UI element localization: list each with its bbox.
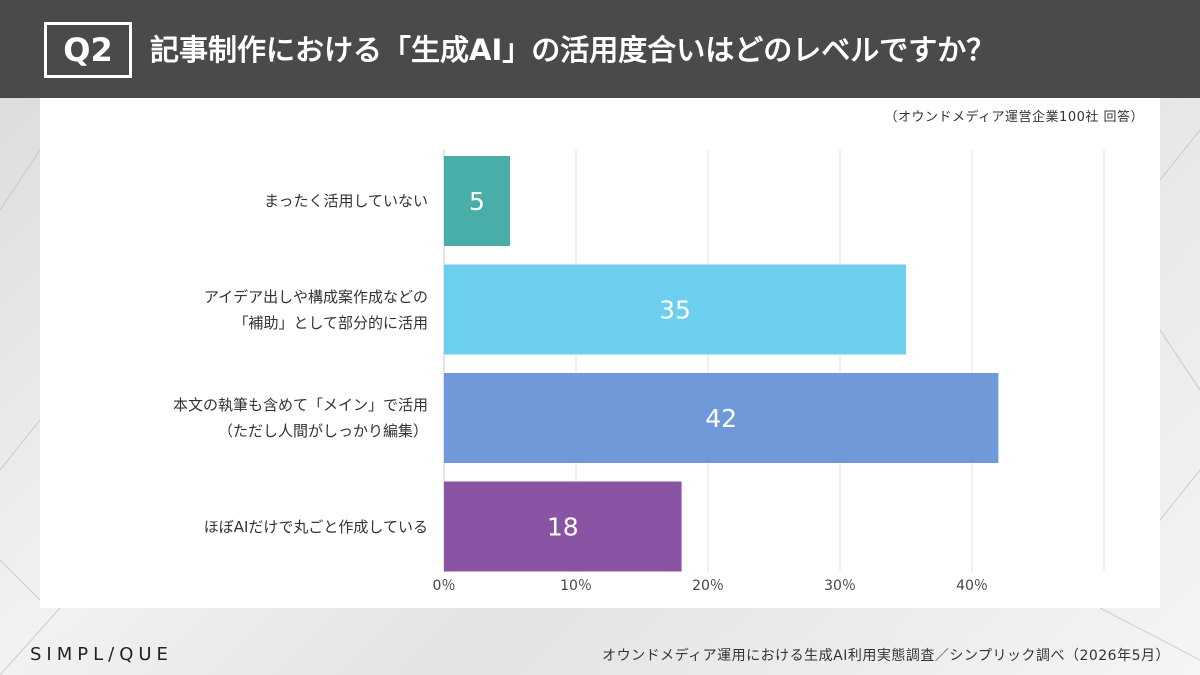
page-title: 記事制作における「生成AI」の活用度合いはどのレベルですか？ [150,33,996,67]
header-bar: Q2 記事制作における「生成AI」の活用度合いはどのレベルですか？ [0,0,1200,98]
bar-value-label: 35 [659,296,691,325]
category-label: ほぼAIだけで丸ごと作成している [88,514,428,540]
bar [444,481,682,572]
bar-value-label: 42 [705,404,737,433]
category-label-line: 「補助」として部分的に活用 [233,313,428,332]
category-label-line: まったく活用していない [264,192,428,210]
category-label-line: 本文の執筆も含めて「メイン」で活用 [172,396,428,414]
bar [444,264,906,355]
x-tick-label: 10％ [560,578,592,594]
category-label-line: アイデア出しや構成案作成などの [203,287,428,306]
category-label: アイデア出しや構成案作成などの「補助」として部分的に活用 [88,284,428,336]
category-label: まったく活用していない [88,188,428,214]
bar-value-label: 5 [469,187,485,216]
x-tick-label: 30％ [824,578,856,594]
question-badge: Q2 [44,22,132,78]
footer-credit: オウンドメディア運用における生成AI利用実態調査／シンプリック調べ（2026年5… [602,648,1170,664]
category-label: 本文の執筆も含めて「メイン」で活用 （ただし人間がしっかり編集） [88,392,428,444]
x-tick-label: 0％ [433,578,456,594]
x-tick-label: 20％ [692,578,724,594]
x-tick-label: 40％ [956,578,988,594]
source-note: （オウンドメディア運営企業100社 回答） [884,110,1144,125]
bar-value-label: 18 [547,513,579,542]
bar [444,373,999,463]
brand-logo: SIMPL/QUE [30,644,173,665]
bar [444,156,510,246]
category-label-line: （ただし人間がしっかり編集） [217,422,428,440]
category-label-line: ほぼAIだけで丸ごと作成している [203,517,428,536]
